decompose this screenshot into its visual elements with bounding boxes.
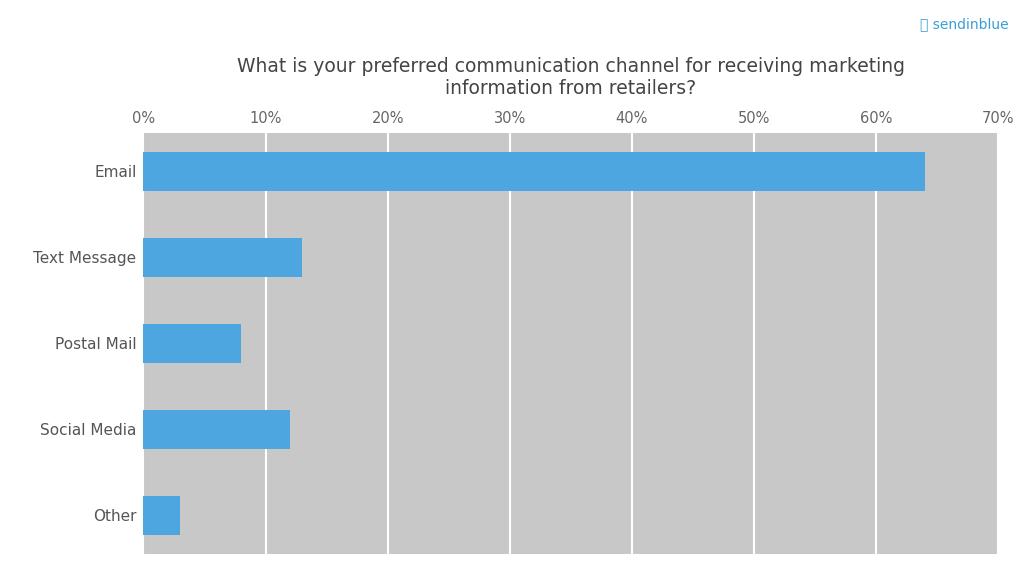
Bar bbox=[143, 324, 241, 363]
Text: Ⓢ sendinblue: Ⓢ sendinblue bbox=[920, 17, 1009, 31]
Bar bbox=[143, 496, 180, 535]
Bar bbox=[143, 152, 925, 190]
Title: What is your preferred communication channel for receiving marketing
information: What is your preferred communication cha… bbox=[237, 57, 905, 98]
Bar bbox=[143, 238, 302, 276]
Bar bbox=[143, 410, 290, 449]
